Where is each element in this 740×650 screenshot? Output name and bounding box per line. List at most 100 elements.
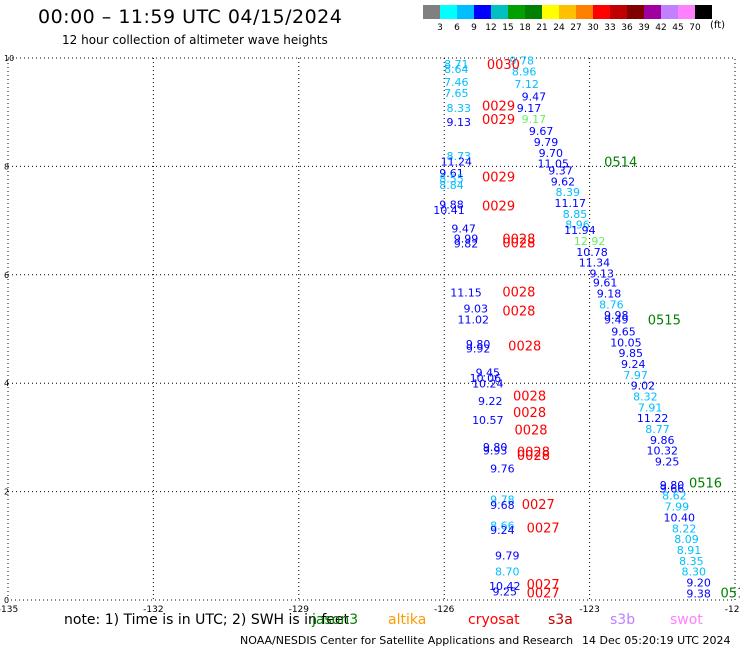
swh-value: 9.37	[548, 165, 573, 178]
track-time: 0030	[487, 58, 520, 73]
track-time: 0028	[502, 285, 535, 300]
lat-label: 8	[4, 162, 9, 171]
swh-value: 10.40	[664, 511, 696, 524]
legend-label: 18	[519, 23, 531, 33]
swh-value: 9.47	[522, 90, 547, 103]
sat-swot: swot	[670, 612, 703, 628]
swh-value: 10.06	[470, 372, 502, 385]
swh-value: 8.39	[556, 186, 581, 199]
swh-value: 9.67	[529, 125, 554, 138]
track-time: 0028	[513, 406, 546, 421]
swh-value: 7.65	[444, 87, 469, 100]
swh-value: 9.99	[454, 232, 479, 245]
track-time: 0515	[648, 314, 681, 329]
track-time: 0027	[522, 498, 555, 513]
swh-value: 10.05	[610, 336, 642, 349]
swh-value: 9.38	[686, 587, 711, 600]
swh-value: 8.33	[446, 102, 471, 115]
swh-value: 9.70	[539, 147, 564, 160]
swh-value: 8.91	[677, 544, 702, 557]
swh-value: 9.65	[611, 326, 636, 339]
swh-value: 8.62	[662, 490, 687, 503]
swh-value: 9.62	[551, 175, 576, 188]
swh-value: 8.66	[490, 520, 515, 533]
lon-label: -135	[0, 605, 18, 615]
legend-swatch	[423, 5, 440, 19]
swh-value: 8.22	[672, 522, 697, 535]
track-time: 0029	[482, 199, 515, 214]
swh-value: 8.70	[495, 566, 520, 579]
swh-value: 7.46	[444, 76, 469, 89]
legend-label: 45	[672, 23, 683, 33]
swh-value: 9.13	[446, 116, 471, 129]
lon-label: -123	[579, 605, 599, 615]
legend-swatch	[678, 5, 695, 19]
swh-value: 8.96	[512, 65, 537, 78]
swh-value: 10.32	[647, 445, 679, 458]
swh-value: 9.85	[619, 347, 644, 360]
legend-swatch	[559, 5, 576, 19]
swh-value: 10.42	[489, 580, 521, 593]
legend-label: 12	[485, 23, 496, 33]
lat-label: 0	[4, 596, 9, 605]
legend-swatch	[627, 5, 644, 19]
swh-value: 8.64	[444, 63, 469, 76]
sat-jason3: jason3	[312, 612, 359, 628]
swh-value: 12.92	[574, 235, 606, 248]
swh-value: 9.78	[509, 55, 534, 68]
swh-value: 8.71	[444, 58, 469, 71]
lat-label: 10	[4, 54, 14, 63]
swh-value: 8.32	[633, 391, 658, 404]
swh-points: 9.78 8.718.64 8.96 7.46 7.12 7.65 9.47 8.33 9.17…	[433, 55, 711, 601]
track-time: 0028	[517, 445, 550, 460]
sat-cryosat: cryosat	[468, 612, 520, 628]
swh-value: 8.73	[446, 150, 471, 163]
swh-value: 7.99	[665, 501, 690, 514]
sat-s3b: s3b	[610, 612, 636, 628]
legend-label: 6	[454, 23, 460, 33]
color-legend: 3 6 9 12 15 18 21 24 27 30 33 36 39 42 45 70	[423, 5, 712, 33]
page-subtitle: 12 hour collection of altimeter wave hei…	[62, 33, 328, 47]
swh-value: 8.77	[645, 423, 670, 436]
swh-value: 10.78	[576, 246, 608, 259]
swh-value: 9.79	[534, 136, 559, 149]
swh-value: 9.25	[655, 456, 680, 469]
track-time: 0028	[508, 340, 541, 355]
legend-swatch	[593, 5, 610, 19]
swh-value: 9.22	[478, 395, 503, 408]
swh-value: 9.79	[495, 549, 520, 562]
swh-value: 9.47	[451, 223, 476, 236]
footer-credit: NOAA/NESDIS Center for Satellite Applica…	[240, 634, 574, 647]
swh-value: 11.05	[538, 157, 570, 170]
swh-value: 9.80	[483, 441, 508, 454]
track-time: 0516	[689, 476, 722, 491]
swh-value: 9.80	[660, 479, 685, 492]
track-time: 0517	[720, 586, 740, 601]
swh-value: 9.25	[493, 586, 518, 599]
legend-swatch	[695, 5, 712, 19]
legend-label: 21	[536, 23, 547, 33]
swh-value: 9.45	[476, 367, 501, 380]
legend-unit: (ft)	[710, 20, 726, 31]
sat-s3a: s3a	[548, 612, 573, 628]
track-time: 0028	[502, 304, 535, 319]
swh-value: 9.03	[463, 303, 488, 316]
legend-label: 33	[604, 23, 615, 33]
legend-label: 15	[502, 23, 513, 33]
lon-label: -129	[289, 605, 310, 615]
legend-label: 42	[655, 23, 666, 33]
legend-swatch	[440, 5, 457, 19]
legend-swatch	[491, 5, 508, 19]
track-time: 0027	[527, 578, 560, 593]
legend-label: 30	[587, 23, 599, 33]
swh-value: 9.24	[621, 358, 646, 371]
footer-date: 14 Dec 05:20:19 UTC 2024	[582, 634, 731, 647]
lat-label: 6	[4, 271, 9, 280]
legend-label: 70	[689, 23, 701, 33]
legend-swatch	[576, 5, 593, 19]
legend-swatch	[610, 5, 627, 19]
swh-value: 9.88	[439, 199, 464, 212]
swh-value: 9.61	[439, 167, 464, 180]
track-time: 0028	[514, 424, 547, 439]
track-time: 0029	[482, 100, 515, 115]
